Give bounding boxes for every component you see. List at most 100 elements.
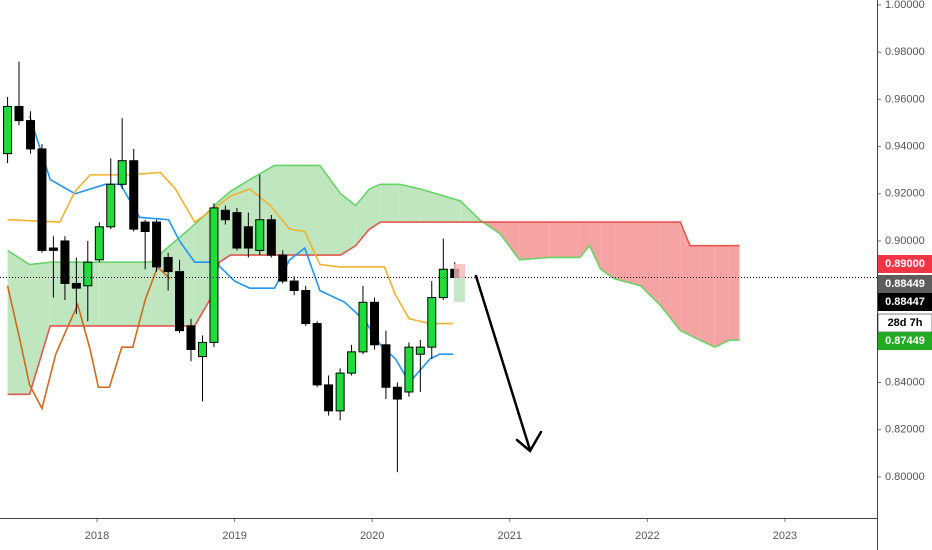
candle-body (140, 221, 150, 233)
candle-body (186, 325, 196, 351)
candle-body (266, 219, 276, 256)
candle-body (427, 297, 437, 348)
span-a-line (7, 164, 740, 349)
price-label: 0.87449 (885, 335, 925, 347)
candle-body (415, 346, 425, 355)
cloud-fill (680, 222, 691, 336)
y-tick-label: 0.90000 (885, 235, 925, 247)
cloud-fill (50, 262, 100, 326)
cloud-fill (699, 245, 715, 348)
price-label: 0.89000 (885, 258, 925, 270)
candle-body (324, 384, 334, 412)
candle-body (312, 323, 322, 386)
candle-body (243, 226, 253, 249)
cloud-fill (614, 222, 641, 286)
candle-body (381, 344, 391, 388)
arrow-head (515, 430, 543, 453)
position-tool (454, 264, 465, 302)
candle-body (370, 301, 380, 346)
y-tick-label: 0.92000 (885, 188, 925, 200)
candle-body (198, 341, 208, 358)
candle-body (278, 254, 288, 282)
candle-body (14, 105, 24, 122)
arrow-drawing (474, 274, 543, 453)
indicator-line (7, 171, 454, 325)
x-tick-label: 2020 (360, 530, 384, 542)
candle-body (209, 207, 219, 343)
cloud-fill (714, 245, 730, 348)
candle-body (3, 105, 13, 155)
y-tick-label: 1.00000 (885, 0, 925, 11)
cloud-fill (369, 184, 381, 230)
candle-body (335, 372, 345, 412)
cloud-fill (500, 222, 520, 260)
cloud-fill (99, 262, 151, 326)
cloud-fill (420, 189, 461, 223)
candle-body (404, 346, 414, 393)
cloud-fill (340, 193, 356, 256)
y-tick-label: 0.94000 (885, 140, 925, 152)
axes: 0.80000 0.82000 0.84000 0.90000 0.92000 0.940… (85, 0, 925, 542)
y-tick-label: 0.82000 (885, 424, 925, 436)
candle-body (71, 282, 81, 289)
candle-body (106, 183, 116, 228)
cloud-fill (194, 210, 210, 326)
candle-body (347, 351, 357, 374)
price-label: 28d 7h (888, 317, 923, 329)
candle-body (48, 247, 58, 251)
cloud-fill (219, 191, 231, 263)
cloud-fill (380, 184, 400, 223)
x-tick-label: 2018 (85, 530, 109, 542)
candle-body (152, 221, 162, 268)
candle-body (358, 301, 368, 353)
cloud-fill (355, 189, 370, 246)
price-label-box (878, 332, 932, 350)
candle-body (83, 261, 93, 287)
candle-body (392, 386, 402, 400)
x-tick-label: 2022 (635, 530, 659, 542)
candle-body (60, 240, 70, 284)
price-label-box (878, 255, 932, 273)
candle-body (163, 256, 173, 273)
price-label-box (878, 293, 932, 311)
cloud-fill (29, 262, 51, 395)
candle-body (438, 268, 448, 299)
candle-body (26, 120, 36, 150)
candle-body (37, 148, 47, 251)
cloud-fill (690, 245, 700, 341)
candle-body (94, 226, 104, 261)
indicator-line (6, 265, 171, 411)
target-zone (454, 264, 465, 278)
cloud-fill (640, 222, 660, 305)
y-tick-label: 0.80000 (885, 471, 925, 483)
cloud-fill (399, 184, 421, 223)
price-label: 0.88447 (885, 296, 925, 308)
x-tick-label: 2021 (498, 530, 522, 542)
arrow-shaft (474, 274, 532, 452)
cloud-fill (549, 222, 580, 258)
candle-body (175, 271, 185, 332)
y-tick-label: 0.98000 (885, 46, 925, 58)
candle-body (232, 212, 242, 249)
candle-body (289, 280, 299, 292)
cloud-fill (729, 245, 740, 341)
cloud-fill (659, 222, 681, 331)
candle-body (129, 160, 139, 230)
candle-body (255, 219, 265, 251)
price-label-box (878, 275, 932, 293)
x-tick-label: 2019 (222, 530, 246, 542)
y-tick-label: 0.84000 (885, 376, 925, 388)
x-tick-label: 2023 (773, 530, 797, 542)
candle-body (117, 160, 127, 185)
cloud-fill (589, 222, 601, 270)
cloud-fill (274, 165, 320, 256)
cloud-fill (600, 222, 615, 279)
candle-body (220, 209, 230, 221)
stop-zone (454, 278, 465, 302)
candle-body (301, 290, 311, 325)
plot-area (0, 61, 877, 473)
cloud-fill (519, 222, 550, 260)
price-label: 0.88449 (885, 278, 925, 290)
y-tick-label: 0.96000 (885, 93, 925, 105)
